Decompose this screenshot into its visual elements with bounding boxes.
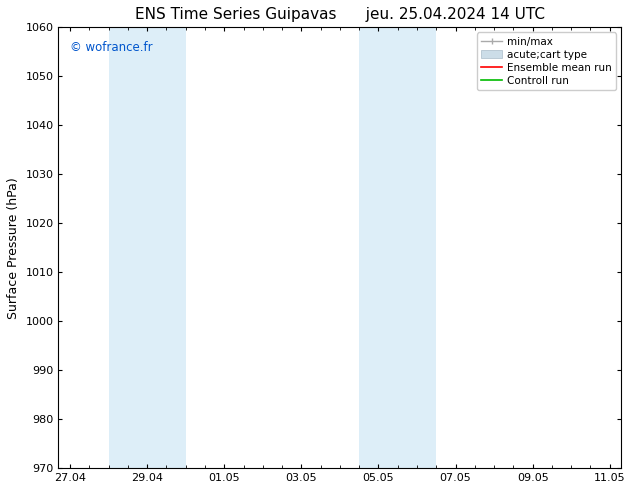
Legend: min/max, acute;cart type, Ensemble mean run, Controll run: min/max, acute;cart type, Ensemble mean …	[477, 32, 616, 90]
Title: ENS Time Series Guipavas      jeu. 25.04.2024 14 UTC: ENS Time Series Guipavas jeu. 25.04.2024…	[135, 7, 545, 22]
Bar	[398, 27, 436, 468]
Y-axis label: Surface Pressure (hPa): Surface Pressure (hPa)	[7, 177, 20, 318]
Text: © wofrance.fr: © wofrance.fr	[70, 41, 152, 53]
Bar	[108, 27, 186, 468]
Bar	[359, 27, 398, 468]
